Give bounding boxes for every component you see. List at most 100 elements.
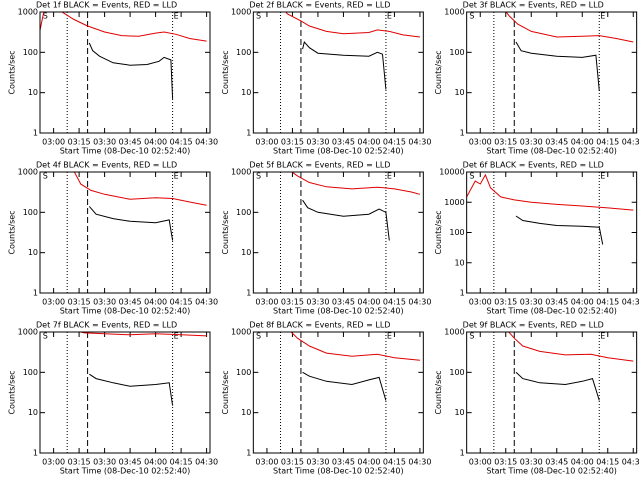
chart-title: Det 3f BLACK = Events, RED = LLD xyxy=(463,1,604,10)
plot-area xyxy=(40,12,207,99)
x-tick-label: 04:15 xyxy=(383,138,406,147)
y-tick-label: 1 xyxy=(33,449,38,458)
x-tick-label: 03:00 xyxy=(42,298,65,307)
x-axis-label: Start Time (08-Dec-10 02:52:40) xyxy=(486,307,617,316)
panel: Det 3f BLACK = Events, RED = LLD Counts/s… xyxy=(434,1,640,156)
x-axis-label: Start Time (08-Dec-10 02:52:40) xyxy=(273,467,404,476)
annotation: E xyxy=(174,12,179,21)
x-tick-label: 03:15 xyxy=(494,458,517,467)
x-tick-label: 03:45 xyxy=(332,298,355,307)
series-line xyxy=(291,172,421,195)
y-tick-label: 100 xyxy=(449,48,464,57)
y-tick-label: 1 xyxy=(246,449,251,458)
x-tick-label: 04:15 xyxy=(383,458,406,467)
series-line xyxy=(78,332,207,337)
x-tick-label: 04:15 xyxy=(170,458,193,467)
x-tick-label: 03:30 xyxy=(306,458,329,467)
y-tick-label: 100 xyxy=(449,368,464,377)
x-tick-label: 03:00 xyxy=(469,138,492,147)
plot-area xyxy=(285,12,420,90)
plot-area xyxy=(291,172,421,241)
series-line xyxy=(302,199,390,241)
plot-area xyxy=(508,332,634,401)
y-tick-label: 10000 xyxy=(439,168,464,177)
x-tick-label: 03:00 xyxy=(255,298,278,307)
y-tick-label: 1000 xyxy=(231,328,251,337)
chart-title: Det 5f BLACK = Events, RED = LLD xyxy=(249,161,390,170)
x-tick-label: 03:15 xyxy=(281,298,304,307)
y-tick-label: 10 xyxy=(454,258,464,267)
plot-area xyxy=(505,12,634,92)
x-tick-label: 04:30 xyxy=(195,298,218,307)
x-tick-label: 03:45 xyxy=(119,458,142,467)
y-tick-label: 10 xyxy=(454,408,464,417)
plot-frame xyxy=(466,331,638,454)
plot-frame xyxy=(39,331,211,454)
y-tick-label: 1 xyxy=(460,449,465,458)
y-tick-label: 100 xyxy=(449,228,464,237)
y-axis-label: Counts/sec xyxy=(221,370,230,414)
series-line xyxy=(515,371,600,401)
x-axis-label: Start Time (08-Dec-10 02:52:40) xyxy=(486,467,617,476)
plot-frame xyxy=(466,11,638,134)
annotation: E xyxy=(600,172,605,181)
x-axis-label: Start Time (08-Dec-10 02:52:40) xyxy=(486,147,617,156)
plot-frame xyxy=(39,171,211,294)
x-tick-label: 03:15 xyxy=(68,458,91,467)
annotation: S xyxy=(43,172,48,181)
x-tick-label: 04:30 xyxy=(622,138,640,147)
y-axis-label: Counts/sec xyxy=(8,370,17,414)
y-tick-label: 10 xyxy=(241,248,251,257)
y-tick-label: 100 xyxy=(236,48,251,57)
series-line xyxy=(73,172,207,206)
y-tick-label: 1000 xyxy=(18,328,38,337)
series-line xyxy=(302,40,387,90)
panel: Det 8f BLACK = Events, RED = LLD Counts/s… xyxy=(221,321,432,476)
panel: Det 7f BLACK = Events, RED = LLD Counts/s… xyxy=(8,321,219,476)
x-tick-label: 03:45 xyxy=(332,458,355,467)
chart-title: Det 1f BLACK = Events, RED = LLD xyxy=(36,1,177,10)
x-tick-label: 04:15 xyxy=(383,298,406,307)
panel: Det 6f BLACK = Events, RED = LLD Counts/s… xyxy=(434,161,640,316)
series-line xyxy=(88,206,174,241)
plot-area xyxy=(290,332,420,401)
y-tick-label: 10 xyxy=(28,248,38,257)
y-axis-label: Counts/sec xyxy=(434,370,443,414)
x-tick-label: 04:15 xyxy=(596,458,619,467)
x-tick-label: 03:15 xyxy=(281,138,304,147)
x-tick-label: 03:45 xyxy=(332,138,355,147)
y-tick-label: 100 xyxy=(23,368,38,377)
y-tick-label: 1 xyxy=(246,129,251,138)
annotation: E xyxy=(387,12,392,21)
x-tick-label: 04:00 xyxy=(144,138,167,147)
series-line xyxy=(290,332,420,361)
x-tick-label: 03:30 xyxy=(306,298,329,307)
y-tick-label: 1 xyxy=(460,129,465,138)
annotation: E xyxy=(600,12,605,21)
chart-title: Det 4f BLACK = Events, RED = LLD xyxy=(36,161,177,170)
panel: Det 4f BLACK = Events, RED = LLD Counts/s… xyxy=(8,161,219,316)
x-tick-label: 04:30 xyxy=(195,458,218,467)
plot-area xyxy=(466,173,634,245)
y-tick-label: 1000 xyxy=(231,8,251,17)
y-tick-label: 10 xyxy=(241,408,251,417)
y-axis-label: Counts/sec xyxy=(8,50,17,94)
annotation: E xyxy=(600,332,605,341)
x-tick-label: 03:15 xyxy=(68,298,91,307)
y-axis-label: Counts/sec xyxy=(8,210,17,254)
x-tick-label: 03:00 xyxy=(469,298,492,307)
chart-title: Det 6f BLACK = Events, RED = LLD xyxy=(463,161,604,170)
annotation: E xyxy=(387,332,392,341)
annotation: E xyxy=(387,172,392,181)
plot-frame xyxy=(252,331,424,454)
x-tick-label: 04:30 xyxy=(622,298,640,307)
chart-title: Det 9f BLACK = Events, RED = LLD xyxy=(463,321,604,330)
series-line xyxy=(515,41,600,92)
x-tick-label: 03:15 xyxy=(494,298,517,307)
x-axis-label: Start Time (08-Dec-10 02:52:40) xyxy=(60,147,191,156)
x-tick-label: 03:00 xyxy=(42,458,65,467)
y-tick-label: 1 xyxy=(460,289,465,298)
chart-title: Det 2f BLACK = Events, RED = LLD xyxy=(249,1,390,10)
